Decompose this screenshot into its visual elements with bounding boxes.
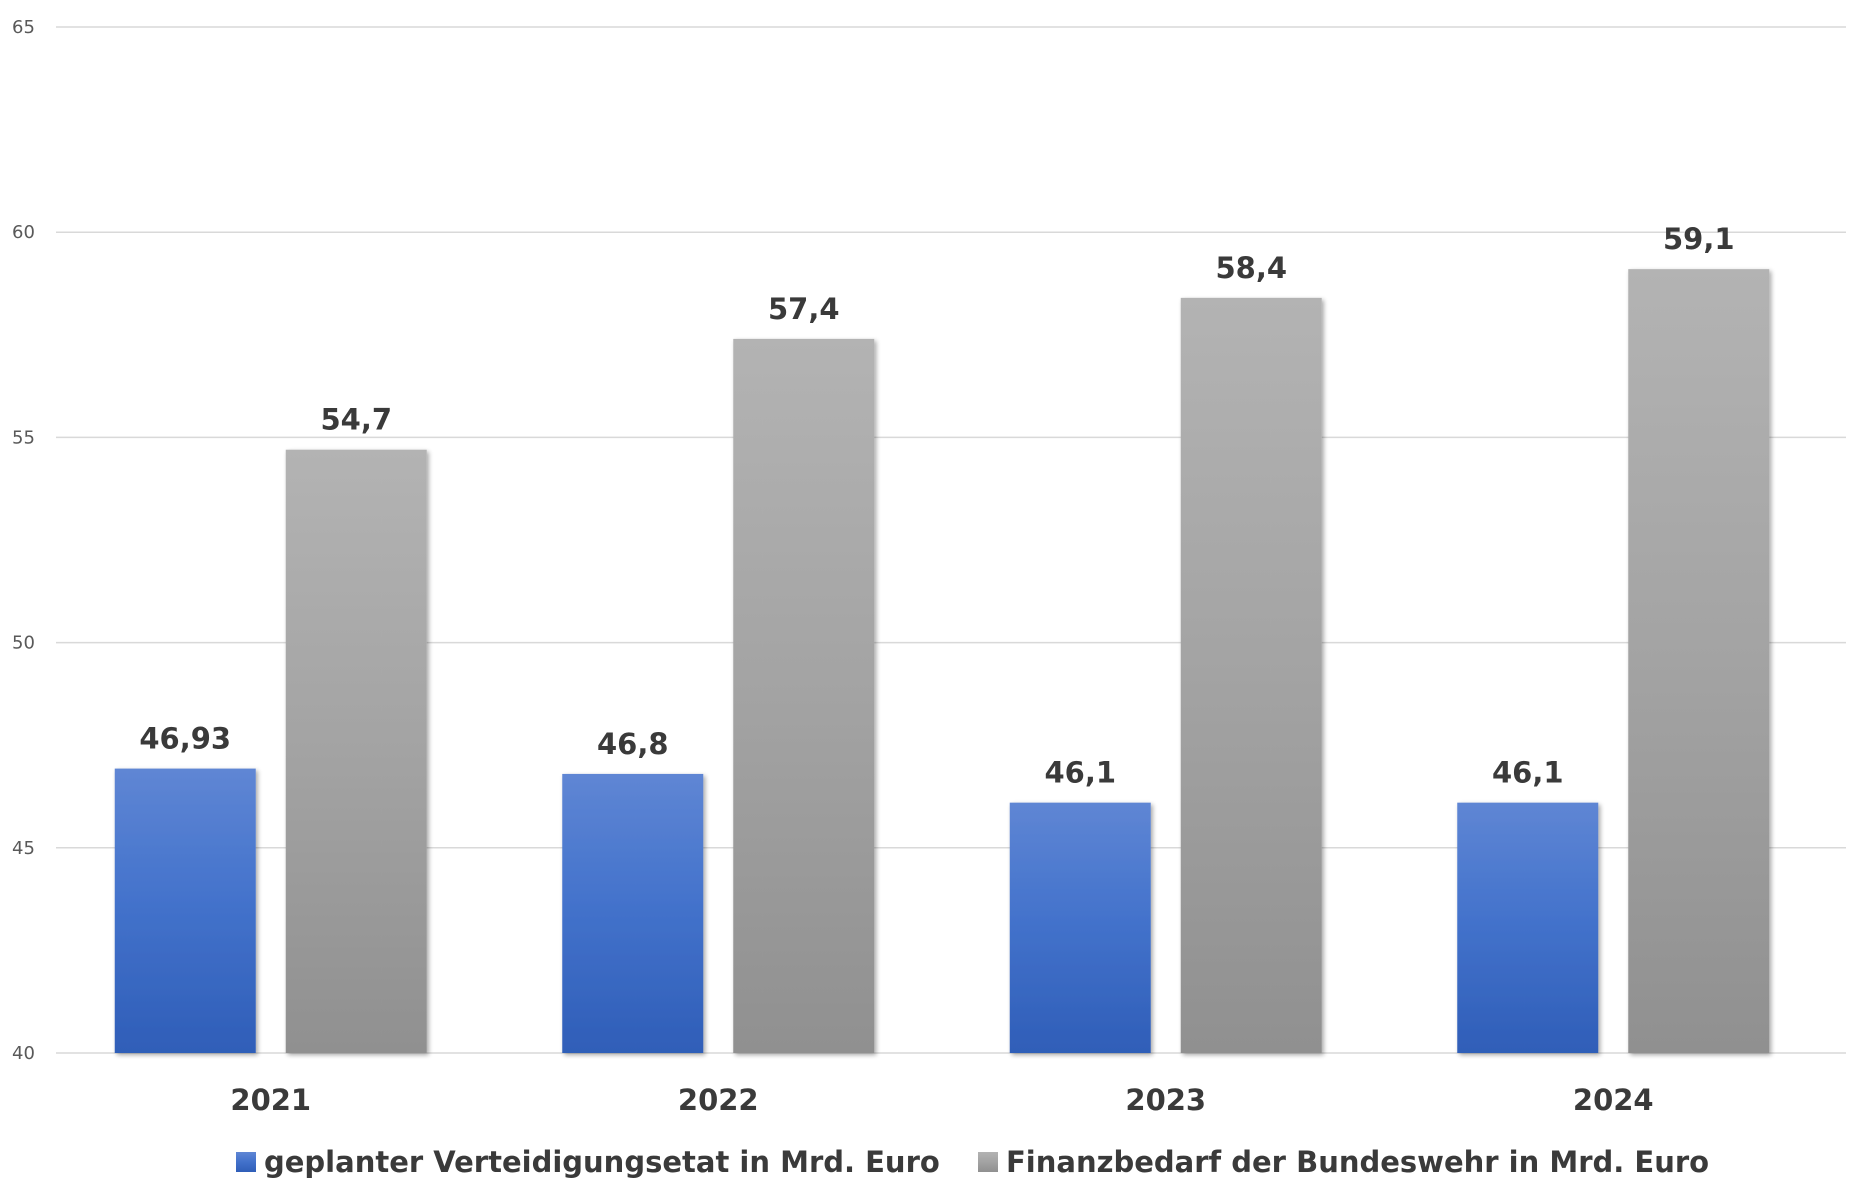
bar-bedarf-2022 (733, 338, 875, 1053)
legend-label: geplanter Verteidigungsetat in Mrd. Euro (264, 1145, 940, 1179)
data-label: 58,4 (1215, 251, 1287, 285)
y-axis-ticks: 40 45 50 55 60 65 (12, 17, 35, 1064)
bars (114, 269, 1770, 1053)
data-label: 46,93 (139, 722, 231, 756)
legend-swatch (978, 1152, 998, 1172)
bar-etat-2021 (114, 768, 256, 1053)
bar-etat-2022 (562, 773, 704, 1053)
x-category-label: 2024 (1573, 1083, 1654, 1117)
data-label: 59,1 (1663, 222, 1735, 256)
bar-etat-2024 (1457, 802, 1599, 1053)
data-label: 46,1 (1044, 756, 1116, 790)
y-tick-label: 45 (12, 838, 35, 859)
data-label: 46,1 (1492, 756, 1564, 790)
bar-bedarf-2021 (285, 449, 427, 1053)
bar-etat-2023 (1009, 802, 1151, 1053)
y-tick-label: 40 (12, 1043, 35, 1064)
data-label: 54,7 (320, 403, 392, 437)
legend-swatch (236, 1152, 256, 1172)
y-tick-label: 50 (12, 633, 35, 654)
legend-label: Finanzbedarf der Bundeswehr in Mrd. Euro (1006, 1145, 1709, 1179)
x-category-label: 2021 (230, 1083, 311, 1117)
y-tick-label: 60 (12, 222, 35, 243)
bar-bedarf-2023 (1180, 297, 1322, 1053)
data-label: 57,4 (768, 292, 840, 326)
y-tick-label: 65 (12, 17, 35, 38)
x-category-label: 2022 (678, 1083, 759, 1117)
x-axis-categories: 2021 2022 2023 2024 (230, 1083, 1653, 1117)
bar-bedarf-2024 (1628, 269, 1770, 1053)
data-label: 46,8 (597, 727, 669, 761)
y-tick-label: 55 (12, 427, 35, 448)
legend: geplanter Verteidigungsetat in Mrd. Euro… (236, 1145, 1709, 1179)
data-labels: 46,93 54,7 46,8 57,4 46,1 58,4 46,1 59,1 (139, 222, 1734, 790)
x-category-label: 2023 (1125, 1083, 1206, 1117)
